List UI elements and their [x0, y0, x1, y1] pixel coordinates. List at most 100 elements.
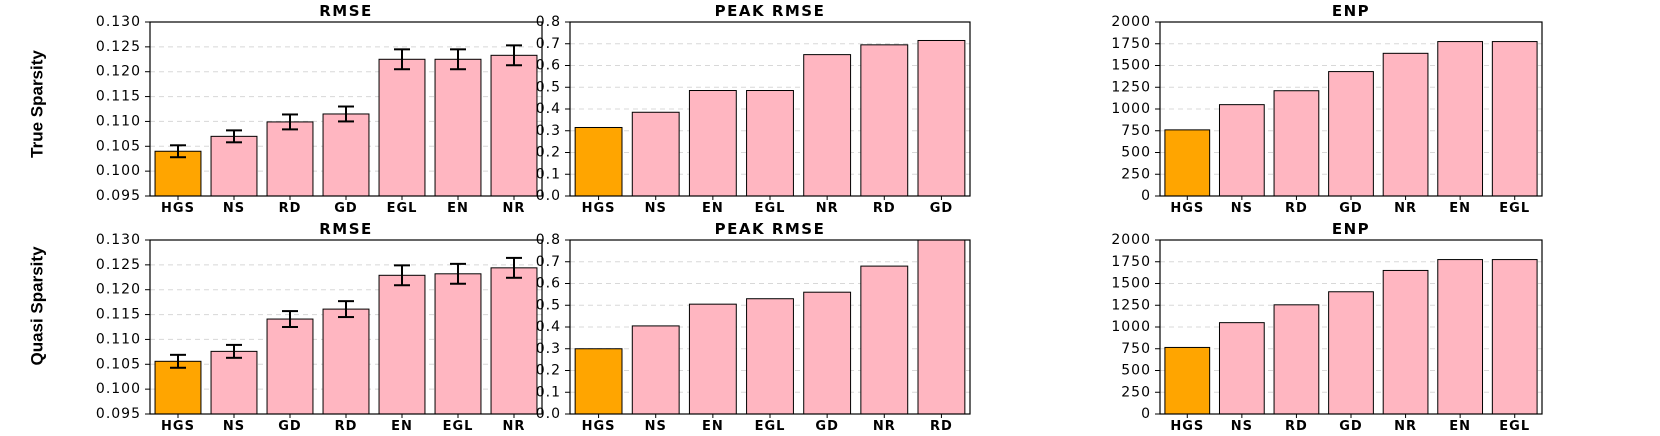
y-tick-label: 250 — [1121, 166, 1151, 182]
plot-frame — [149, 21, 543, 197]
x-tick-label: RD — [930, 419, 953, 434]
chart-title: PEAK RMSE — [715, 2, 826, 20]
x-tick-label: RD — [1285, 201, 1308, 216]
bar-egl — [1491, 41, 1538, 197]
x-tick-label: NS — [1231, 419, 1253, 434]
bar-ns — [1218, 322, 1265, 415]
y-tick-label: 1750 — [1111, 36, 1151, 52]
bar-hgs — [1164, 129, 1211, 197]
bar-ns — [210, 350, 258, 415]
y-tick-label: 1250 — [1111, 297, 1151, 313]
x-tick-label: NS — [223, 419, 245, 434]
x-tick-label: NR — [1394, 201, 1417, 216]
x-tick-label: EN — [391, 419, 413, 434]
y-tick-label: 0.6 — [536, 58, 561, 74]
bar-en — [1437, 41, 1484, 197]
y-tick-label: 0 — [1141, 188, 1151, 204]
y-tick-label: 500 — [1121, 363, 1151, 379]
y-tick-label: 0.120 — [96, 282, 141, 298]
bar-en — [1437, 259, 1484, 415]
chart-panel-2: PEAK RMSE 0.0 0.1 0.2 0.3 0.4 0.5 0.6 0.7 0.8 HGS N… — [536, 2, 971, 216]
bar-egl — [1491, 259, 1538, 415]
y-tick-label: 1000 — [1111, 101, 1151, 117]
chart-panel-5: PEAK RMSE 0.0 0.1 0.2 0.3 0.4 0.5 0.6 0.7 0.8 HGS N… — [536, 220, 971, 434]
row-label-quasi-sparsity: Quasi Sparsity — [27, 246, 46, 366]
y-tick-label: 750 — [1121, 123, 1151, 139]
bar-en — [378, 274, 426, 415]
y-tick-label: 0.130 — [96, 14, 141, 30]
x-tick-label: RD — [1285, 419, 1308, 434]
bar-hgs — [574, 348, 623, 415]
x-tick-label: GD — [1339, 201, 1362, 216]
x-tick-label: NS — [645, 419, 667, 434]
bar-ns — [631, 111, 680, 197]
x-tick-label: HGS — [161, 201, 195, 216]
y-tick-label: 1000 — [1111, 319, 1151, 335]
bar-ns — [210, 135, 258, 197]
plot-frame — [1159, 239, 1543, 415]
y-tick-label: 0.105 — [96, 138, 141, 154]
y-tick-label: 0.5 — [536, 297, 561, 313]
y-tick-label: 750 — [1121, 341, 1151, 357]
y-tick-label: 0 — [1141, 406, 1151, 422]
bar-hgs — [154, 150, 202, 197]
y-tick-label: 0.2 — [536, 145, 561, 161]
x-tick-label: EGL — [1499, 201, 1530, 216]
y-tick-label: 0.100 — [96, 381, 141, 397]
bar-gd — [917, 39, 966, 197]
bar-gd — [266, 318, 314, 415]
row-label-true-sparsity: True Sparsity — [27, 50, 46, 158]
y-tick-label: 1250 — [1111, 79, 1151, 95]
x-tick-label: HGS — [1170, 201, 1204, 216]
bar-rd — [1273, 304, 1320, 415]
y-tick-label: 0.125 — [96, 257, 141, 273]
bar-hgs — [1164, 346, 1211, 415]
bar-ns — [1218, 104, 1265, 197]
y-tick-label: 0.8 — [536, 14, 561, 30]
x-tick-label: GD — [334, 201, 357, 216]
y-tick-label: 0.130 — [96, 232, 141, 248]
plot-frame — [1159, 21, 1543, 197]
bar-nr — [1382, 52, 1429, 197]
y-tick-label: 0.3 — [536, 123, 561, 139]
y-tick-label: 0.2 — [536, 363, 561, 379]
x-tick-label: EN — [702, 419, 724, 434]
x-tick-label: EN — [702, 201, 724, 216]
x-tick-label: EGL — [1499, 419, 1530, 434]
bar-egl — [746, 298, 794, 415]
chart-title: RMSE — [319, 2, 373, 20]
x-tick-label: HGS — [1170, 419, 1204, 434]
bar-nr — [860, 265, 909, 415]
bar-rd — [266, 121, 314, 197]
y-tick-label: 0.120 — [96, 64, 141, 80]
x-tick-label: GD — [930, 201, 953, 216]
bar-gd — [1328, 291, 1374, 415]
bar-nr — [490, 54, 538, 197]
x-tick-label: EN — [1449, 419, 1471, 434]
y-tick-label: 2000 — [1111, 14, 1151, 30]
bar-rd — [917, 239, 966, 415]
bar-en — [688, 303, 737, 415]
bar-rd — [322, 308, 370, 415]
x-tick-label: NR — [1394, 419, 1417, 434]
plot-frame — [149, 239, 543, 415]
x-tick-label: NR — [816, 201, 839, 216]
x-tick-label: EGL — [755, 201, 786, 216]
chart-title: RMSE — [319, 220, 373, 238]
y-tick-label: 0.4 — [536, 101, 561, 117]
y-tick-label: 0.1 — [536, 384, 561, 400]
y-tick-label: 500 — [1121, 145, 1151, 161]
bar-en — [688, 90, 737, 197]
x-tick-label: GD — [815, 419, 838, 434]
chart-title: ENP — [1332, 2, 1370, 20]
y-tick-label: 0.100 — [96, 163, 141, 179]
bar-nr — [490, 267, 538, 415]
chart-title: PEAK RMSE — [715, 220, 826, 238]
y-tick-label: 0.095 — [96, 406, 141, 422]
x-tick-label: NS — [645, 201, 667, 216]
y-tick-label: 0.105 — [96, 356, 141, 372]
y-tick-label: 0.110 — [96, 331, 141, 347]
bar-nr — [803, 54, 852, 197]
y-tick-label: 0.5 — [536, 79, 561, 95]
